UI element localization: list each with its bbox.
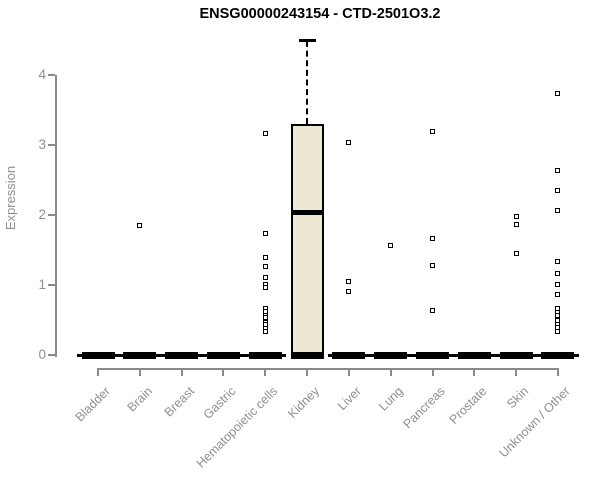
outlier-point <box>262 274 268 280</box>
zero-dash-median <box>499 351 533 359</box>
y-tick-mark <box>48 284 55 286</box>
x-axis-line <box>97 368 559 370</box>
outlier-point <box>388 243 394 249</box>
x-tick-label-10: Skin <box>503 384 532 412</box>
zero-dash-median <box>165 351 199 359</box>
outlier-point <box>555 329 561 335</box>
x-tick-label-7: Lung <box>376 384 406 414</box>
outlier-point <box>430 262 436 268</box>
outlier-point <box>555 167 561 173</box>
box-bottom-bar <box>290 351 324 359</box>
x-tick-label-3: Gastric <box>200 384 239 422</box>
x-tick-label-4: Hematopoietic cells <box>193 384 281 471</box>
outlier-point <box>555 91 561 97</box>
outlier-point <box>430 128 436 134</box>
x-tick-mark <box>180 368 183 376</box>
x-tick-mark <box>138 368 141 376</box>
outlier-point <box>262 329 268 335</box>
x-tick-mark <box>222 368 225 376</box>
outlier-point <box>262 131 268 137</box>
whisker-line <box>306 40 309 124</box>
zero-dash-median <box>541 351 575 359</box>
x-tick-mark <box>347 368 350 376</box>
x-tick-mark <box>389 368 392 376</box>
zero-dash-median <box>81 351 115 359</box>
x-tick-label-0: Bladder <box>72 384 113 425</box>
outlier-point <box>346 279 352 284</box>
whisker-cap <box>298 39 316 43</box>
outlier-point <box>137 223 143 228</box>
y-tick-mark <box>48 144 55 146</box>
x-tick-label-8: Pancreas <box>400 384 448 432</box>
outlier-point <box>513 251 519 256</box>
outlier-point <box>555 271 561 277</box>
outlier-point <box>555 281 561 287</box>
y-tick-label: 0 <box>38 347 46 362</box>
chart-title: ENSG00000243154 - CTD-2501O3.2 <box>199 6 441 22</box>
zero-dash-median <box>374 351 408 359</box>
outlier-point <box>555 208 561 214</box>
x-tick-mark <box>515 368 518 376</box>
x-tick-mark <box>264 368 267 376</box>
outlier-point <box>513 213 519 219</box>
outlier-point <box>513 221 519 227</box>
y-tick-label: 4 <box>38 67 46 82</box>
outlier-point <box>262 231 268 237</box>
zero-dash-median <box>123 351 157 359</box>
zero-dash-median <box>457 351 491 359</box>
median-line <box>290 209 324 215</box>
y-axis-line <box>55 75 57 357</box>
outlier-point <box>262 264 268 270</box>
y-tick-mark <box>48 214 55 216</box>
y-tick-mark <box>48 74 55 76</box>
y-tick-label: 2 <box>38 207 46 222</box>
outlier-point <box>555 258 561 264</box>
outlier-point <box>430 235 436 241</box>
outlier-point <box>262 254 268 260</box>
x-tick-label-9: Prostate <box>446 384 490 427</box>
x-tick-label-2: Breast <box>161 384 197 420</box>
x-tick-mark <box>473 368 476 376</box>
y-tick-label: 3 <box>38 137 46 152</box>
outlier-point <box>555 188 561 193</box>
y-tick-mark <box>48 354 55 356</box>
x-tick-label-1: Brain <box>124 384 155 415</box>
zero-dash-median <box>248 351 282 359</box>
zero-dash-median <box>416 351 450 359</box>
x-tick-mark <box>556 368 559 376</box>
outlier-point <box>346 139 352 145</box>
x-tick-mark <box>97 368 99 376</box>
y-axis-title: Expression <box>3 165 18 231</box>
y-tick-label: 1 <box>38 277 46 292</box>
outlier-point <box>346 288 352 294</box>
x-tick-label-6: Liver <box>334 384 364 414</box>
x-tick-label-5: Kidney <box>285 384 322 421</box>
outlier-point <box>262 285 268 291</box>
x-tick-mark <box>431 368 434 376</box>
outlier-point <box>430 308 436 314</box>
zero-dash-median <box>332 351 366 359</box>
outlier-point <box>555 291 561 297</box>
box-5 <box>290 124 324 355</box>
zero-dash-median <box>206 351 240 359</box>
x-tick-mark <box>306 368 309 376</box>
